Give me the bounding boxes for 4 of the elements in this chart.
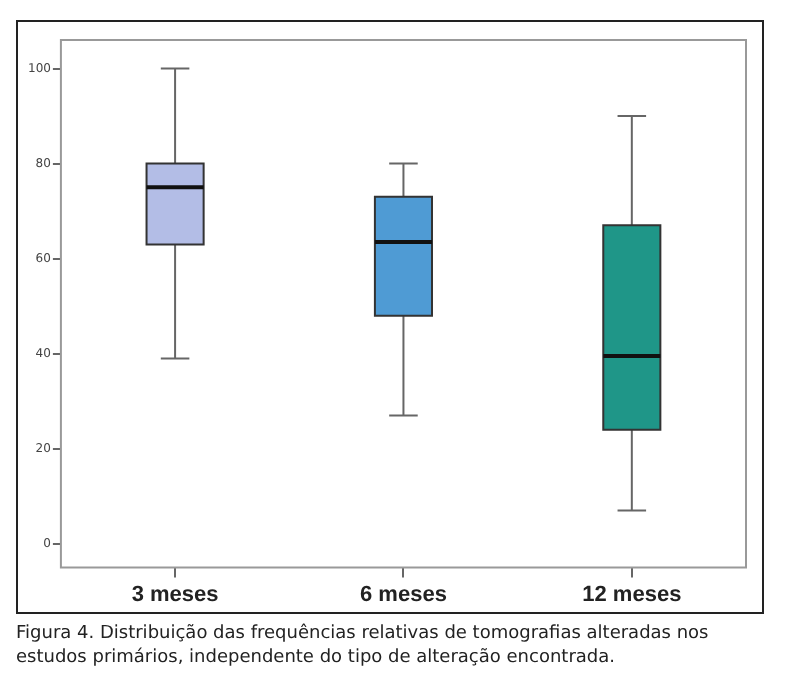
text: Figura 4. Distribuição das frequências relativas de tomografias alteradas nos estudos primários, independente do tipo de alteração encontrada. — [16, 622, 711, 670]
x-tick-label: 6 meses — [360, 582, 447, 607]
x-tick-label: 12 meses — [582, 582, 682, 607]
x-tick-label: 3 meses — [131, 582, 219, 607]
